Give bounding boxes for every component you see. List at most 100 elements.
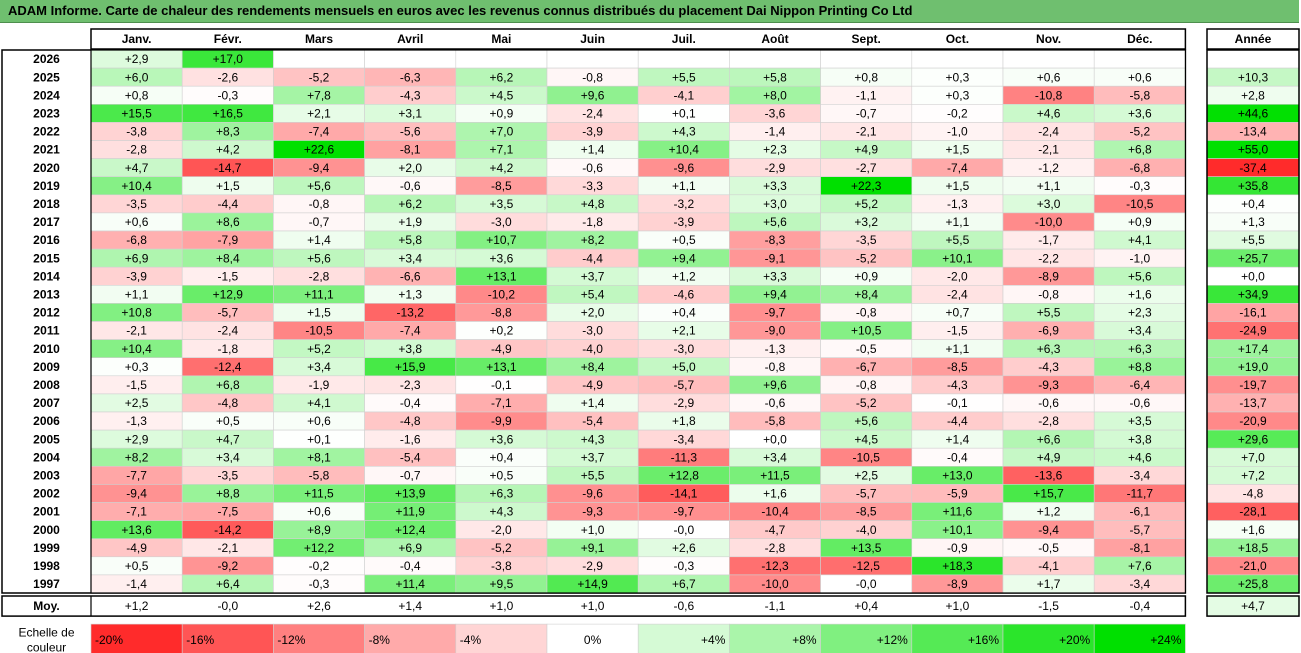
cell-value: +0,4	[490, 450, 514, 464]
cell-value: -2,9	[765, 161, 786, 175]
year-total-value: +44,6	[1238, 107, 1269, 121]
cell-value: -10,5	[1126, 197, 1154, 211]
cell-value: +6,4	[216, 577, 240, 591]
cell-value: +3,5	[1128, 414, 1152, 428]
year-total-value: -20,9	[1239, 414, 1267, 428]
cell-value: -1,9	[309, 378, 330, 392]
cell-value: -0,1	[491, 378, 512, 392]
cell-value: +8,1	[307, 450, 331, 464]
cell-value: -2,0	[491, 523, 512, 537]
cell-value: -1,7	[1038, 233, 1059, 247]
cell-value: -0,3	[673, 559, 694, 573]
cell-value: +0,6	[1128, 70, 1152, 84]
year-label: 2023	[33, 107, 60, 121]
cell-value: -2,2	[1038, 251, 1059, 265]
cell-value: -0,8	[856, 306, 877, 320]
cell-value: -0,8	[856, 378, 877, 392]
cell-value: -2,1	[126, 324, 147, 338]
cell-value: -2,8	[126, 143, 147, 157]
cell-value: -3,0	[582, 324, 603, 338]
cell-value: -10,0	[761, 577, 789, 591]
heatmap-cell	[1002, 49, 1095, 69]
cell-value: -3,5	[856, 233, 877, 247]
scale-value: -4%	[460, 633, 482, 647]
cell-value: -14,2	[214, 523, 242, 537]
cell-value: -8,3	[765, 233, 786, 247]
scale-swatch	[546, 623, 639, 653]
cell-value: -0,1	[947, 396, 968, 410]
cell-value: -12,3	[761, 559, 789, 573]
cell-value: -4,9	[126, 541, 147, 555]
cell-value: -0,6	[400, 179, 421, 193]
year-label: 2008	[33, 378, 60, 392]
cell-value: +4,5	[490, 88, 514, 102]
cell-value: +14,9	[577, 577, 608, 591]
cell-value: -14,1	[670, 487, 698, 501]
cell-value: -2,8	[309, 269, 330, 283]
cell-value: -4,6	[673, 288, 694, 302]
year-label: 1999	[33, 541, 60, 555]
cell-value: -9,3	[1038, 378, 1059, 392]
cell-value: +4,3	[672, 125, 696, 139]
average-label: Moy.	[33, 599, 59, 613]
cell-value: -0,3	[309, 577, 330, 591]
cell-value: -0,3	[1129, 179, 1150, 193]
cell-value: +11,6	[943, 505, 973, 519]
cell-value: -9,3	[582, 505, 603, 519]
heatmap-cell	[273, 49, 365, 69]
cell-value: -9,4	[309, 161, 330, 175]
cell-value: +5,6	[763, 215, 787, 229]
cell-value: -0,4	[400, 396, 421, 410]
year-total-value: +55,0	[1238, 143, 1269, 157]
year-label: 2025	[33, 70, 60, 84]
average-value: -1,1	[765, 599, 786, 613]
scale-value: -16%	[186, 633, 214, 647]
cell-value: -7,4	[309, 125, 330, 139]
cell-value: -4,0	[582, 342, 603, 356]
year-total-value: +1,3	[1241, 215, 1265, 229]
cell-value: -1,5	[126, 378, 147, 392]
year-label: 2015	[33, 251, 60, 265]
cell-value: +2,3	[763, 143, 787, 157]
cell-value: +1,1	[125, 288, 149, 302]
year-total-value: +2,8	[1241, 88, 1265, 102]
cell-value: +0,8	[125, 88, 149, 102]
cell-value: +3,2	[854, 215, 878, 229]
cell-value: -1,3	[947, 197, 968, 211]
cell-value: +9,6	[763, 378, 787, 392]
cell-value: +11,5	[760, 469, 790, 483]
year-total-cell	[1206, 49, 1300, 69]
year-label: 2003	[33, 469, 60, 483]
cell-value: +1,4	[581, 143, 605, 157]
average-value: +1,4	[398, 599, 422, 613]
cell-value: +1,2	[672, 269, 696, 283]
cell-value: +9,4	[672, 251, 696, 265]
cell-value: -7,5	[217, 505, 238, 519]
year-label: 2019	[33, 179, 60, 193]
year-label: 1997	[33, 577, 60, 591]
cell-value: -1,6	[400, 432, 421, 446]
cell-value: +10,1	[942, 523, 973, 537]
cell-value: +4,1	[307, 396, 331, 410]
cell-value: +5,6	[854, 414, 878, 428]
cell-value: -10,5	[305, 324, 333, 338]
cell-value: -5,2	[856, 251, 877, 265]
cell-value: -3,9	[582, 125, 603, 139]
cell-value: -5,2	[1129, 125, 1150, 139]
year-total-value: -37,4	[1239, 161, 1267, 175]
cell-value: -10,8	[1035, 88, 1063, 102]
cell-value: +5,5	[1037, 306, 1061, 320]
cell-value: -1,3	[126, 414, 147, 428]
cell-value: -5,6	[400, 125, 421, 139]
cell-value: +1,7	[1037, 577, 1061, 591]
cell-value: +0,6	[125, 215, 149, 229]
year-total-value: +7,0	[1241, 450, 1265, 464]
cell-value: +12,8	[669, 469, 700, 483]
cell-value: -0,8	[309, 197, 330, 211]
cell-value: +1,1	[946, 215, 970, 229]
cell-value: -5,2	[491, 541, 512, 555]
cell-value: -7,4	[400, 324, 421, 338]
average-year-cell	[1206, 595, 1300, 617]
cell-value: -0,5	[1038, 541, 1059, 555]
cell-value: +4,6	[1128, 450, 1152, 464]
